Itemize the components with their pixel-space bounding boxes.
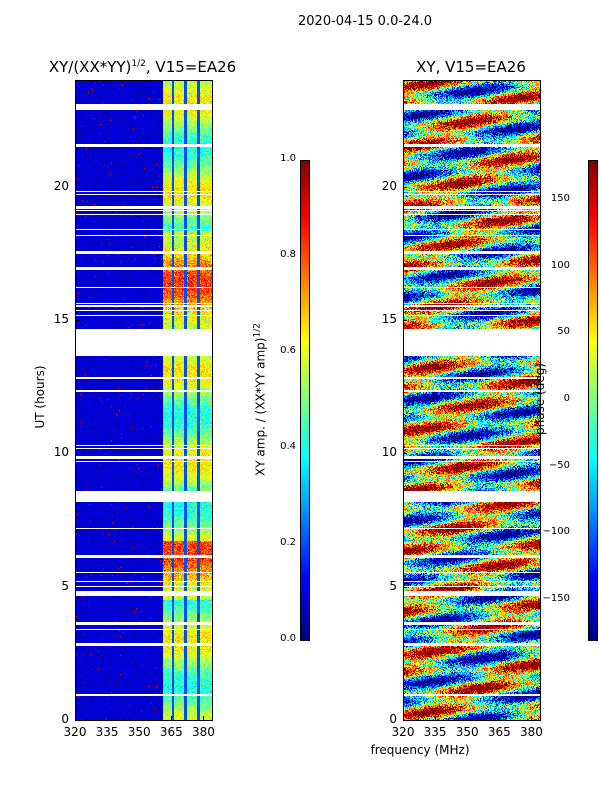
- xlabel: frequency (MHz): [370, 743, 470, 757]
- x-tick-label: 365: [159, 725, 183, 739]
- y-tick-label: 20: [381, 178, 397, 193]
- left-title-main: XY/(XX*YY): [48, 58, 132, 76]
- colorbar-tick-label: 100: [550, 259, 570, 271]
- x-tick-label: 380: [191, 725, 215, 739]
- y-tick-mark: [75, 320, 79, 321]
- left-panel-title: XY/(XX*YY)1/2, V15=EA26: [20, 58, 265, 76]
- right-panel-title: XY, V15=EA26: [416, 58, 526, 76]
- amplitude-heatmap: [75, 80, 212, 720]
- x-tick-mark: [499, 716, 501, 720]
- phase-colorbar: [588, 160, 597, 640]
- left-ylabel: UT (hours): [33, 365, 47, 429]
- x-tick-mark: [203, 716, 205, 720]
- x-tick-mark: [435, 716, 437, 720]
- cb0-label-main: XY amp. / (XX*YY amp): [253, 337, 268, 476]
- y-tick-mark: [75, 186, 79, 188]
- amplitude-colorbar: [300, 160, 309, 640]
- x-tick-mark: [171, 716, 173, 720]
- x-tick-mark: [75, 716, 76, 720]
- colorbar-tick-label: 0.8: [280, 249, 296, 260]
- y-tick-label: 0: [389, 712, 397, 726]
- x-tick-label: 320: [391, 725, 415, 739]
- y-tick-mark: [403, 453, 407, 455]
- y-tick-label: 0: [61, 712, 69, 726]
- colorbar-tick-label: 50: [557, 326, 570, 338]
- x-tick-mark: [467, 716, 469, 720]
- y-tick-mark: [75, 720, 79, 721]
- y-tick-label: 5: [389, 578, 397, 593]
- cb0-label-sup: 1/2: [252, 323, 263, 338]
- phase-colorbar-label: phase (deg): [533, 363, 547, 436]
- phase-heatmap: [403, 80, 540, 720]
- colorbar-tick-label: 1.0: [280, 153, 296, 164]
- y-tick-label: 15: [53, 312, 69, 326]
- colorbar-tick-label: 0.6: [280, 345, 296, 356]
- x-tick-label: 380: [519, 725, 543, 739]
- colorbar-tick-label: −100: [542, 526, 570, 538]
- y-tick-mark: [75, 453, 79, 455]
- y-tick-label: 20: [53, 178, 69, 193]
- x-tick-label: 335: [423, 725, 447, 739]
- x-tick-label: 350: [455, 725, 479, 739]
- y-tick-label: 10: [53, 445, 69, 460]
- y-tick-mark: [75, 586, 79, 588]
- x-tick-mark: [531, 716, 533, 720]
- x-tick-label: 320: [63, 725, 87, 739]
- colorbar-tick-label: 0.0: [280, 633, 296, 644]
- colorbar-tick-label: 150: [550, 193, 570, 204]
- amplitude-colorbar-label: XY amp. / (XX*YY amp)1/2: [253, 300, 268, 500]
- left-title-sup: 1/2: [131, 59, 146, 69]
- y-tick-label: 5: [61, 578, 69, 593]
- y-tick-label: 10: [381, 445, 397, 460]
- x-tick-mark: [107, 716, 109, 720]
- y-tick-label: 15: [381, 312, 397, 326]
- colorbar-tick-label: 0.2: [280, 537, 296, 548]
- x-tick-mark: [403, 716, 404, 720]
- colorbar-tick-label: 0.4: [280, 441, 296, 452]
- x-tick-mark: [139, 716, 141, 720]
- y-tick-mark: [403, 186, 407, 188]
- figure-suptitle: 2020-04-15 0.0-24.0: [298, 14, 432, 29]
- x-tick-label: 365: [487, 725, 511, 739]
- y-tick-mark: [403, 586, 407, 588]
- x-tick-label: 350: [127, 725, 151, 739]
- colorbar-tick-label: −150: [542, 593, 570, 604]
- colorbar-tick-label: 0: [563, 393, 570, 404]
- y-tick-mark: [403, 320, 407, 321]
- left-title-tail: , V15=EA26: [145, 58, 237, 76]
- y-tick-mark: [403, 720, 407, 721]
- x-tick-label: 335: [95, 725, 119, 739]
- colorbar-tick-label: −50: [548, 459, 570, 471]
